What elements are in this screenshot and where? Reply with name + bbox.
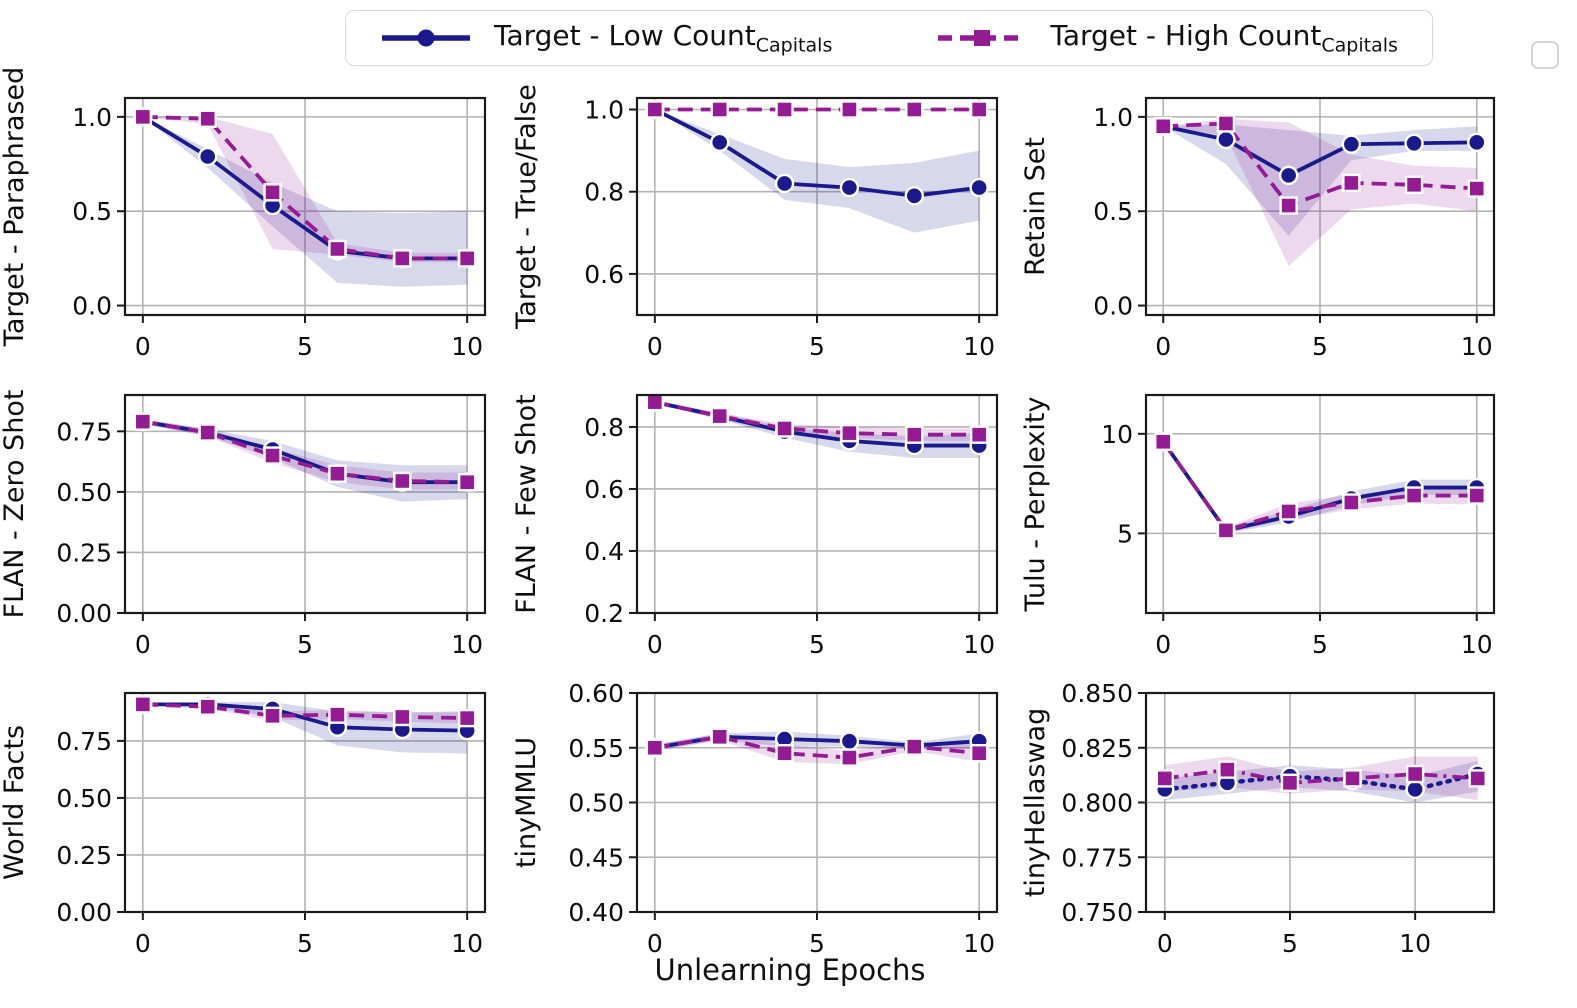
svg-text:Target - Paraphrased: Target - Paraphrased [0,67,30,347]
svg-text:0: 0 [647,929,663,958]
svg-text:5: 5 [1312,332,1328,361]
legend-high-line-icon [938,30,1027,46]
chart-flan-zero-shot: 0 5 10 0.00 0.25 0.50 0.75 FLAN - Zero Shot [0,390,487,659]
svg-text:0: 0 [647,332,663,361]
svg-text:0: 0 [135,630,151,659]
svg-text:0.6: 0.6 [584,475,624,504]
chart-tinyhellaswag: 0 5 10 0.750 0.775 0.800 0.825 0.850 tinyHellasw… [1020,679,1496,958]
chart-world-facts: 0 5 10 0.00 0.25 0.50 0.75 World Facts [0,691,487,958]
svg-text:0.6: 0.6 [584,260,624,289]
svg-text:10: 10 [451,929,483,958]
svg-text:1.0: 1.0 [584,96,624,125]
legend-low-label: Target - Low CountCapitals [494,19,833,57]
svg-text:0.800: 0.800 [1061,789,1133,818]
svg-text:5: 5 [297,929,313,958]
svg-text:5: 5 [297,332,313,361]
svg-text:0.50: 0.50 [56,478,112,507]
svg-text:5: 5 [809,332,825,361]
svg-text:tinyMMLU: tinyMMLU [511,737,542,868]
browser-extension-button[interactable] [1531,41,1559,69]
legend-low-line-icon [382,29,470,47]
svg-text:0.00: 0.00 [56,898,112,927]
svg-text:10: 10 [1101,420,1133,449]
svg-text:0.5: 0.5 [72,197,112,226]
legend: Target - Low CountCapitals Target - High… [345,10,1433,66]
svg-text:10: 10 [963,929,995,958]
svg-text:0: 0 [1155,630,1171,659]
svg-text:Tulu - Perplexity: Tulu - Perplexity [1020,397,1051,613]
svg-text:5: 5 [809,630,825,659]
svg-text:0.4: 0.4 [584,537,624,566]
svg-text:10: 10 [1461,630,1493,659]
svg-text:FLAN - Zero Shot: FLAN - Zero Shot [0,390,30,619]
svg-text:0.60: 0.60 [568,679,624,708]
svg-text:0.825: 0.825 [1061,734,1133,763]
chart-target-paraphrased: 0 5 10 0.0 0.5 1.0 Target - Paraphrased [0,67,487,361]
svg-text:0.850: 0.850 [1061,679,1133,708]
svg-text:1.0: 1.0 [1093,103,1133,132]
svg-text:0.25: 0.25 [56,841,112,870]
svg-text:0.8: 0.8 [584,178,624,207]
svg-text:Target - True/False: Target - True/False [511,84,542,330]
svg-text:World Facts: World Facts [0,725,30,880]
svg-text:10: 10 [1399,929,1431,958]
svg-text:0.75: 0.75 [56,417,112,446]
svg-text:0.2: 0.2 [584,599,624,628]
svg-text:10: 10 [1461,332,1493,361]
svg-text:0.0: 0.0 [72,292,112,321]
svg-text:0.5: 0.5 [1093,197,1133,226]
svg-text:0.775: 0.775 [1061,843,1133,872]
svg-text:0.75: 0.75 [56,727,112,756]
svg-text:0: 0 [135,332,151,361]
svg-text:5: 5 [1312,630,1328,659]
svg-text:Retain Set: Retain Set [1020,137,1051,276]
svg-text:1.0: 1.0 [72,103,112,132]
x-axis-label: Unlearning Epochs [654,953,926,987]
svg-text:0: 0 [1157,929,1173,958]
legend-item-low-count: Target - Low CountCapitals [380,19,832,57]
chart-tinymmlu: 0 5 10 0.40 0.45 0.50 0.55 0.60 tinyMMLU [511,679,999,958]
chart-target-true-false: 0 5 10 0.6 0.8 1.0 Target - True/False [511,84,999,361]
svg-text:10: 10 [963,332,995,361]
svg-text:0.50: 0.50 [56,784,112,813]
svg-text:0: 0 [647,630,663,659]
svg-text:tinyHellaswag: tinyHellaswag [1020,708,1051,897]
svg-text:10: 10 [963,630,995,659]
svg-text:10: 10 [451,630,483,659]
chart-tulu-perplexity: 0 5 10 5 10 Tulu - Perplexity [1020,393,1496,659]
svg-text:0.750: 0.750 [1061,898,1133,927]
svg-text:0.50: 0.50 [568,789,624,818]
svg-text:10: 10 [451,332,483,361]
svg-text:5: 5 [809,929,825,958]
svg-text:0.8: 0.8 [584,413,624,442]
legend-item-high-count: Target - High CountCapitals [936,19,1398,57]
svg-text:0: 0 [135,929,151,958]
chart-retain-set: 0 5 10 0.0 0.5 1.0 Retain Set [1020,96,1496,361]
svg-text:5: 5 [1282,929,1298,958]
svg-text:0.55: 0.55 [568,734,624,763]
svg-text:0.45: 0.45 [568,843,624,872]
svg-text:0.0: 0.0 [1093,292,1133,321]
svg-text:0.25: 0.25 [56,538,112,567]
svg-text:0: 0 [1155,332,1171,361]
svg-text:0.40: 0.40 [568,898,624,927]
chart-flan-few-shot: 0 5 10 0.2 0.4 0.6 0.8 FLAN - Few Shot [511,392,999,659]
svg-text:5: 5 [1117,519,1133,548]
svg-text:FLAN - Few Shot: FLAN - Few Shot [511,394,542,613]
legend-high-label: Target - High CountCapitals [1050,19,1398,57]
svg-text:5: 5 [297,630,313,659]
svg-text:0.00: 0.00 [56,599,112,628]
